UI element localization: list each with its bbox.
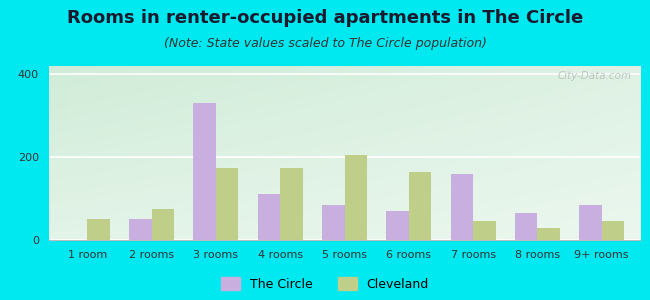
Bar bbox=[386, 211, 409, 240]
Text: Rooms in renter-occupied apartments in The Circle: Rooms in renter-occupied apartments in T… bbox=[67, 9, 583, 27]
Bar bbox=[602, 221, 624, 240]
Bar bbox=[450, 174, 473, 240]
Bar bbox=[194, 103, 216, 240]
Bar bbox=[409, 172, 432, 240]
Bar bbox=[579, 205, 602, 240]
Bar bbox=[538, 228, 560, 240]
Bar bbox=[322, 205, 344, 240]
Text: City-Data.com: City-Data.com bbox=[557, 71, 631, 81]
Bar bbox=[515, 213, 538, 240]
Bar bbox=[280, 167, 303, 240]
Bar bbox=[87, 219, 110, 240]
Bar bbox=[216, 167, 239, 240]
Bar bbox=[151, 209, 174, 240]
Bar bbox=[129, 219, 151, 240]
Legend: The Circle, Cleveland: The Circle, Cleveland bbox=[221, 277, 429, 291]
Text: (Note: State values scaled to The Circle population): (Note: State values scaled to The Circle… bbox=[164, 38, 486, 50]
Bar bbox=[344, 155, 367, 240]
Bar bbox=[473, 221, 495, 240]
Bar bbox=[257, 194, 280, 240]
